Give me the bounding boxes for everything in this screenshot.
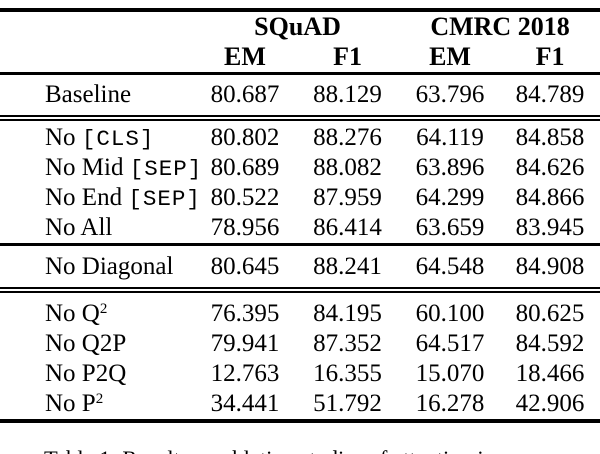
metric-value: 64.517 — [415, 330, 485, 357]
metric-value: 80.625 — [515, 300, 585, 327]
table-section-1: No [CLS] 80.802 88.276 64.119 84.858 No Mid [… — [0, 118, 600, 245]
metric-value: 87.959 — [313, 184, 382, 211]
row-label: No P2Q — [0, 359, 195, 389]
table-row: No End [SEP] 80.522 87.959 64.299 84.866 — [0, 183, 600, 213]
table-row: No All 78.956 86.414 63.659 83.945 — [0, 213, 600, 245]
col-header-f1-3: F1 — [535, 42, 565, 71]
row-label: No P2 — [0, 389, 195, 421]
col-header-em-2: EM — [429, 42, 471, 71]
metric-value: 16.355 — [313, 360, 382, 387]
row-label: No [CLS] — [0, 118, 195, 153]
metric-value: 18.466 — [515, 360, 585, 387]
corner-cell — [0, 10, 195, 42]
row-label-part: 2 — [99, 300, 108, 317]
table-row: No Diagonal 80.645 88.241 64.548 84.908 — [0, 245, 600, 291]
group-header-row: SQuAD CMRC 2018 — [0, 10, 600, 42]
metric-value: 15.070 — [415, 360, 485, 387]
metric-value: 84.195 — [313, 300, 382, 327]
metric-value: 84.789 — [515, 81, 585, 108]
metric-value: 76.395 — [210, 300, 280, 327]
corner-cell — [0, 42, 195, 74]
metric-value: 83.945 — [515, 214, 585, 241]
row-label-part: Baseline — [45, 81, 132, 108]
row-label: No Q2 — [0, 290, 195, 329]
metric-value: 80.689 — [210, 154, 280, 181]
metric-value: 64.299 — [415, 184, 485, 211]
metric-value: 78.956 — [210, 214, 280, 241]
row-label-part: No Diagonal — [45, 252, 174, 280]
row-label-part: No Q2P — [45, 330, 127, 357]
row-label-part: No P2Q — [45, 360, 127, 387]
group-header-cmrc-2018: CMRC 2018 — [430, 12, 570, 41]
metric-value: 88.276 — [313, 124, 382, 151]
metric-value: 64.119 — [416, 124, 484, 151]
table-row: No P2 34.441 51.792 16.278 42.906 — [0, 389, 600, 421]
metric-value: 84.626 — [515, 154, 585, 181]
row-label-part: No Mid — [45, 154, 130, 181]
table-header: SQuAD CMRC 2018 EM F1 EM F1 — [0, 10, 600, 74]
table-row: No Q2 76.395 84.195 60.100 80.625 — [0, 290, 600, 329]
metric-value: 63.896 — [415, 154, 485, 181]
metric-value: 64.548 — [415, 252, 485, 280]
table-caption: Table 1: Results on ablation studies of … — [0, 445, 600, 454]
metric-value: 88.082 — [313, 154, 382, 181]
table-section-3: No Q2 76.395 84.195 60.100 80.625 No Q2P 79.94… — [0, 290, 600, 421]
metric-header-row: EM F1 EM F1 — [0, 42, 600, 74]
row-label-part: No — [45, 124, 82, 151]
table-row: No Mid [SEP] 80.689 88.082 63.896 84.626 — [0, 153, 600, 183]
row-label-part: [SEP] — [129, 156, 203, 182]
metric-value: 63.659 — [415, 214, 485, 241]
metric-value: 79.941 — [210, 330, 280, 357]
results-table: SQuAD CMRC 2018 EM F1 EM F1 Baseline 80.687 88.… — [0, 8, 600, 423]
row-label-part: No End — [45, 184, 129, 211]
row-label: No Diagonal — [0, 245, 195, 291]
row-label: Baseline — [0, 74, 195, 119]
row-label-part: [SEP] — [128, 186, 201, 212]
row-label-part: [CLS] — [81, 126, 155, 152]
metric-value: 34.441 — [210, 390, 280, 417]
row-label-part: 2 — [95, 390, 104, 407]
col-header-f1-1: F1 — [333, 42, 362, 71]
row-label: No End [SEP] — [0, 183, 200, 213]
row-label: No Q2P — [0, 329, 195, 359]
table-row: No Q2P 79.941 87.352 64.517 84.592 — [0, 329, 600, 359]
table-section-0: Baseline 80.687 88.129 63.796 84.789 — [0, 74, 600, 119]
row-label: No All — [0, 213, 195, 245]
metric-value: 80.522 — [210, 184, 280, 211]
table-row: No [CLS] 80.802 88.276 64.119 84.858 — [0, 118, 600, 153]
row-label-part: No All — [45, 214, 113, 241]
metric-value: 80.687 — [210, 81, 280, 108]
metric-value: 80.645 — [210, 252, 280, 280]
metric-value: 88.129 — [313, 81, 382, 108]
table-row: Baseline 80.687 88.129 63.796 84.789 — [0, 74, 600, 119]
metric-value: 80.802 — [210, 124, 280, 151]
metric-value: 86.414 — [313, 214, 382, 241]
metric-value: 84.866 — [515, 184, 585, 211]
metric-value: 51.792 — [313, 390, 382, 417]
metric-value: 60.100 — [415, 300, 485, 327]
metric-value: 84.592 — [515, 330, 585, 357]
table-row: No P2Q 12.763 16.355 15.070 18.466 — [0, 359, 600, 389]
row-label-part: No Q — [45, 300, 100, 327]
row-label-part: No P — [45, 390, 96, 417]
metric-value: 84.908 — [515, 252, 585, 280]
metric-value: 42.906 — [515, 390, 585, 417]
group-header-squad: SQuAD — [254, 12, 341, 41]
metric-value: 12.763 — [210, 360, 280, 387]
metric-value: 84.858 — [515, 124, 585, 151]
col-header-em-0: EM — [224, 42, 266, 71]
metric-value: 16.278 — [415, 390, 485, 417]
table-section-2: No Diagonal 80.645 88.241 64.548 84.908 — [0, 245, 600, 291]
metric-value: 63.796 — [415, 81, 485, 108]
metric-value: 88.241 — [313, 252, 382, 280]
metric-value: 87.352 — [313, 330, 382, 357]
row-label: No Mid [SEP] — [0, 153, 201, 183]
